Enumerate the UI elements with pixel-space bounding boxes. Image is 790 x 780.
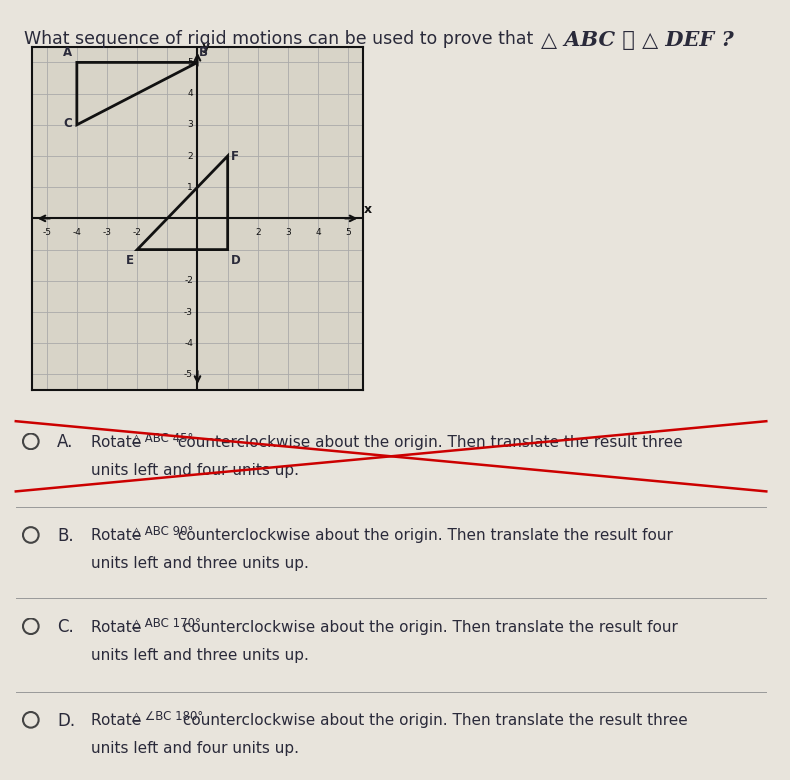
Text: △ ABC 90°: △ ABC 90° <box>132 525 194 537</box>
Text: 5: 5 <box>187 58 193 67</box>
Text: counterclockwise about the origin. Then translate the result three: counterclockwise about the origin. Then … <box>173 434 683 450</box>
Text: counterclockwise about the origin. Then translate the result four: counterclockwise about the origin. Then … <box>178 619 678 635</box>
Text: Rotate: Rotate <box>91 619 146 635</box>
Text: units left and four units up.: units left and four units up. <box>91 463 299 478</box>
Text: -4: -4 <box>184 339 193 348</box>
Text: units left and three units up.: units left and three units up. <box>91 556 309 572</box>
Text: D.: D. <box>57 711 75 730</box>
Text: y: y <box>202 41 210 53</box>
Text: △ ABC ≅ △ DEF ?: △ ABC ≅ △ DEF ? <box>541 30 734 50</box>
Text: units left and three units up.: units left and three units up. <box>91 647 309 663</box>
Text: B.: B. <box>57 526 73 545</box>
Text: -2: -2 <box>184 276 193 285</box>
Text: A.: A. <box>57 433 73 452</box>
Text: △ ABC 45°: △ ABC 45° <box>132 431 194 444</box>
Text: 5: 5 <box>345 228 352 237</box>
Text: B: B <box>199 46 208 59</box>
Text: C: C <box>63 117 73 129</box>
Text: △ ∠BC 180°: △ ∠BC 180° <box>132 710 203 722</box>
Text: counterclockwise about the origin. Then translate the result four: counterclockwise about the origin. Then … <box>173 528 673 544</box>
Text: Rotate: Rotate <box>91 528 146 544</box>
Text: 3: 3 <box>187 120 193 129</box>
Text: D: D <box>231 254 240 268</box>
Text: counterclockwise about the origin. Then translate the result three: counterclockwise about the origin. Then … <box>178 713 687 729</box>
Text: -5: -5 <box>42 228 51 237</box>
Text: E: E <box>126 254 134 268</box>
Text: units left and four units up.: units left and four units up. <box>91 741 299 757</box>
Text: What sequence of rigid motions can be used to prove that: What sequence of rigid motions can be us… <box>24 30 539 48</box>
Text: 1: 1 <box>187 183 193 192</box>
Text: 2: 2 <box>255 228 261 237</box>
Text: -3: -3 <box>103 228 111 237</box>
Text: 4: 4 <box>187 89 193 98</box>
Text: △ ABC 170°: △ ABC 170° <box>132 616 201 629</box>
Text: F: F <box>231 150 239 162</box>
Text: x: x <box>363 203 371 215</box>
Text: Rotate: Rotate <box>91 713 146 729</box>
Text: -3: -3 <box>184 307 193 317</box>
Text: -5: -5 <box>184 370 193 379</box>
Text: -4: -4 <box>73 228 81 237</box>
Text: Rotate: Rotate <box>91 434 146 450</box>
Text: C.: C. <box>57 618 73 636</box>
Text: 2: 2 <box>187 151 193 161</box>
Text: A: A <box>63 46 73 59</box>
Text: 3: 3 <box>285 228 291 237</box>
Text: -2: -2 <box>133 228 141 237</box>
Text: 4: 4 <box>315 228 321 237</box>
